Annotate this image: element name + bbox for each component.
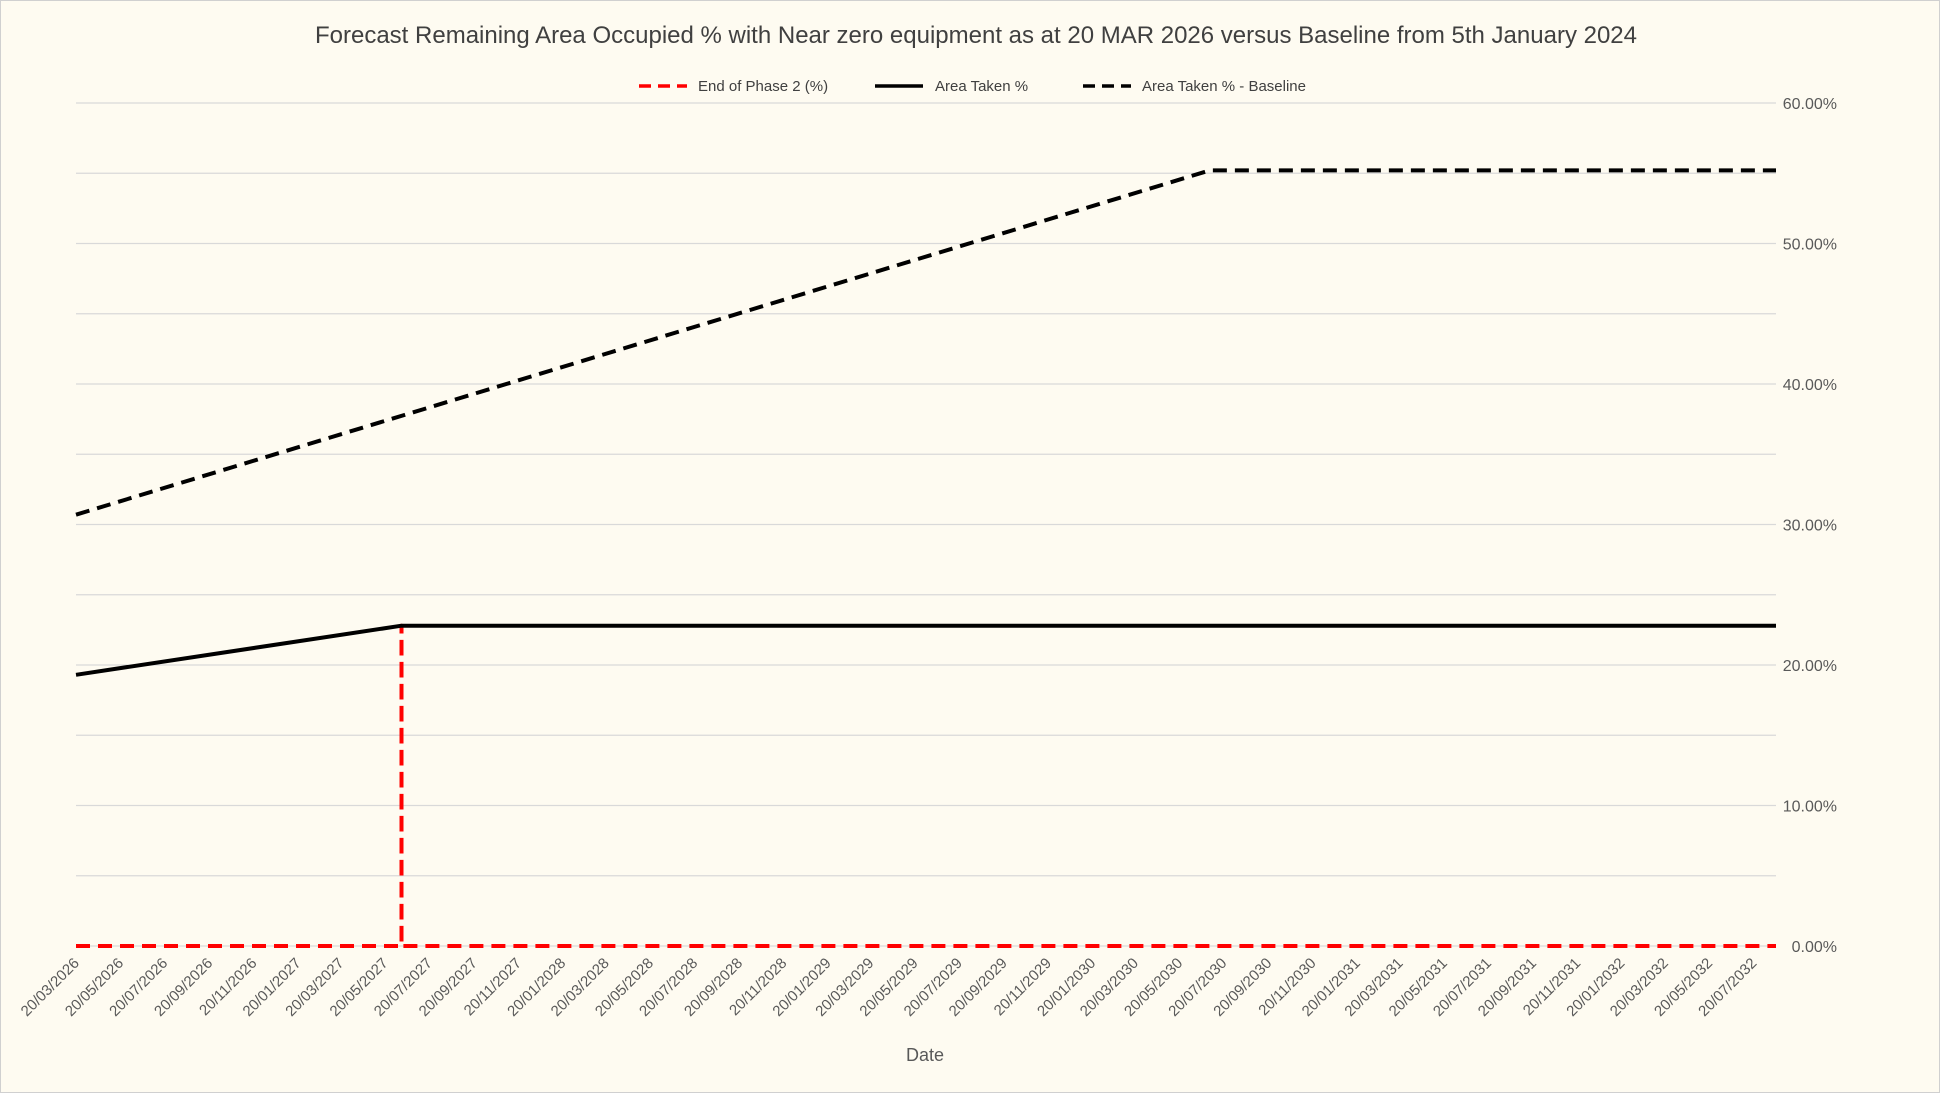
y-axis-tick-labels: 0.00% 10.00% 20.00% 30.00% 40.00% 50.00% 60.00… <box>1783 96 1837 956</box>
y-tick-label: 20.00% <box>1783 658 1837 675</box>
y-tick-label: 10.00% <box>1783 799 1837 816</box>
series-line-2 <box>75 168 1776 517</box>
legend-label-area-taken-baseline: Area Taken % - Baseline <box>1142 78 1306 95</box>
legend-label-area-taken: Area Taken % <box>935 78 1028 95</box>
y-tick-label: 60.00% <box>1783 96 1837 113</box>
y-tick-label: 0.00% <box>1792 939 1837 956</box>
legend-label-end-of-phase-2: End of Phase 2 (%) <box>698 78 828 95</box>
legend: End of Phase 2 (%) Area Taken % Area Tak… <box>639 78 1306 95</box>
y-tick-label: 50.00% <box>1783 237 1837 254</box>
gridlines <box>76 102 1776 947</box>
series-lines <box>75 168 1776 948</box>
chart-title: Forecast Remaining Area Occupied % with … <box>315 22 1637 49</box>
y-tick-label: 30.00% <box>1783 518 1837 535</box>
series-line-1 <box>75 623 1776 677</box>
x-axis-label: Date <box>906 1045 944 1065</box>
series-line-0 <box>76 623 1776 948</box>
y-tick-label: 40.00% <box>1783 377 1837 394</box>
x-axis-tick-labels: 20/03/202620/05/202620/07/202620/09/2026… <box>18 955 1761 1020</box>
